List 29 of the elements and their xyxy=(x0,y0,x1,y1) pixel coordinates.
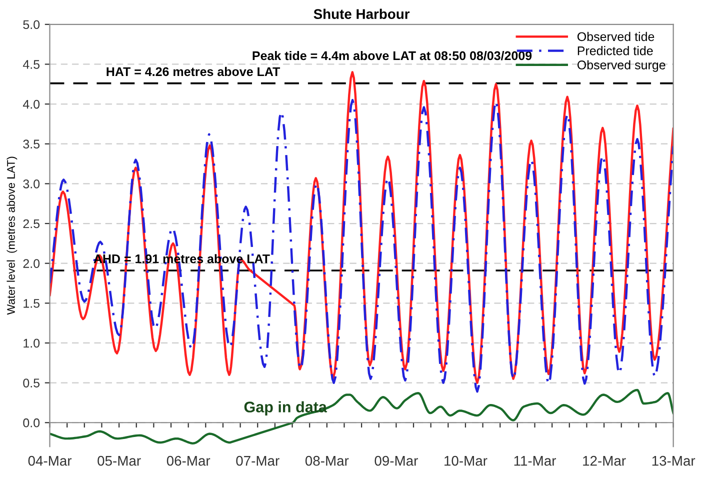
legend-label: Observed surge xyxy=(577,60,666,72)
y-tick-label: 0.0 xyxy=(23,418,40,428)
x-tick-label: 07-Mar xyxy=(236,456,280,466)
legend-label: Predicted tide xyxy=(578,46,653,56)
annotation: Gap in data xyxy=(244,401,328,416)
x-tick-label: 06-Mar xyxy=(166,456,210,466)
y-tick-label: 1.5 xyxy=(24,299,40,308)
x-tick-label: 10-Mar xyxy=(444,456,488,466)
y-tick-label: 4.0 xyxy=(22,100,40,109)
ref-line-label: HAT = 4.26 metres above LAT xyxy=(106,66,280,76)
y-tick-label: 5.0 xyxy=(23,20,40,30)
x-tick-label: 05-Mar xyxy=(98,456,141,466)
y-tick-label: 4.5 xyxy=(22,60,40,69)
x-tick-label: 09-Mar xyxy=(374,456,418,466)
x-tick-label: 13-Mar xyxy=(652,456,696,466)
chart-title: Shute Harbour xyxy=(314,8,410,19)
annotation: Peak tide = 4.4m above LAT at 08:50 08/03/2009 xyxy=(252,50,532,60)
x-tick-label: 11-Mar xyxy=(514,456,556,466)
y-tick-label: 2.0 xyxy=(23,259,40,268)
legend-label: Observed tide xyxy=(577,32,654,42)
y-tick-label: 0.5 xyxy=(23,378,40,388)
x-tick-label: 08-Mar xyxy=(305,456,349,466)
x-tick-label: 04-Mar xyxy=(28,456,72,466)
x-tick-label: 12-Mar xyxy=(583,456,626,466)
y-tick-label: 1.0 xyxy=(24,338,40,348)
y-tick-label: 3.5 xyxy=(23,140,40,149)
y-axis-title: Water level (metres above LAT) xyxy=(6,156,18,315)
y-tick-label: 3.0 xyxy=(23,179,40,188)
y-tick-label: 2.5 xyxy=(23,219,40,228)
